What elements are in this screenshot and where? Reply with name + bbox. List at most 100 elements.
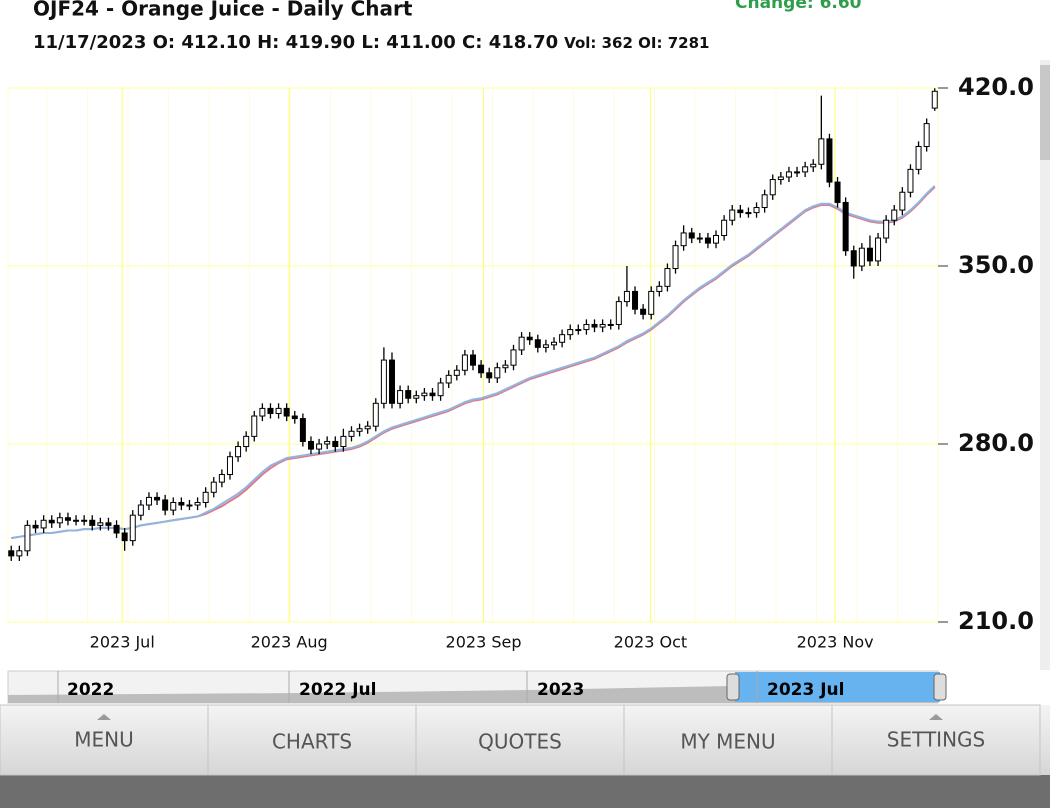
candle-body	[413, 395, 420, 399]
menu-button[interactable]	[831, 704, 1041, 776]
x-tick-label: 2023 Aug	[251, 633, 328, 652]
candle-body	[348, 430, 355, 437]
menu-arrow	[929, 714, 943, 720]
candle-body	[696, 237, 703, 240]
candle-body	[97, 522, 104, 526]
candle-body	[137, 504, 144, 516]
candle-body	[421, 392, 428, 397]
candle-body	[397, 390, 404, 404]
candle-body	[826, 138, 833, 183]
candle-body	[81, 519, 88, 522]
candle-body	[518, 336, 525, 351]
candle-body	[510, 349, 517, 366]
menu-label[interactable]: QUOTES	[478, 730, 562, 754]
menu-bar	[0, 705, 1050, 775]
candle-body	[226, 456, 233, 476]
candle-body	[380, 359, 387, 404]
candle-body	[486, 372, 493, 379]
menu-label[interactable]: MY MENU	[680, 730, 775, 754]
candle-body	[526, 336, 533, 341]
candle-body	[364, 425, 371, 430]
candle-body	[324, 440, 331, 445]
candle-body	[648, 290, 655, 315]
candle-body	[316, 443, 323, 450]
candle-body	[923, 123, 930, 147]
candle-body	[915, 145, 922, 170]
candle-body	[899, 191, 906, 211]
candle-body	[299, 418, 306, 442]
candle-body	[858, 247, 865, 267]
candle-body	[769, 179, 776, 196]
candle-body	[243, 435, 250, 448]
candle-body	[745, 212, 752, 215]
scrollbar[interactable]	[1040, 60, 1050, 670]
candle-body	[356, 428, 363, 432]
candle-body	[453, 369, 460, 376]
candle-body	[16, 550, 23, 557]
navigator-label: 2023 Jul	[767, 680, 845, 700]
candle-body	[875, 237, 882, 262]
candle-body	[202, 491, 209, 503]
candle-body	[48, 519, 55, 524]
navigator-label: 2022	[67, 680, 114, 700]
candle-body	[259, 407, 266, 417]
candle-body	[267, 407, 274, 414]
candle-body	[753, 207, 760, 214]
navigator-handle[interactable]	[726, 673, 740, 701]
candle-body	[688, 232, 695, 239]
candle-body	[794, 171, 801, 174]
x-tick-label: 2023 Nov	[797, 633, 874, 652]
volume: Vol: 362 OI: 7281	[564, 34, 709, 52]
candle-body	[567, 329, 574, 336]
candle-body	[186, 504, 193, 507]
candle-body	[664, 268, 671, 287]
candle-body	[178, 501, 185, 506]
candle-body	[615, 301, 622, 325]
candle-body	[218, 474, 225, 483]
candle-body	[478, 364, 485, 374]
scroll-thumb[interactable]	[1040, 65, 1050, 160]
change: Change: 6.60	[735, 0, 862, 13]
candle-body	[810, 163, 817, 168]
candle-body	[307, 440, 314, 450]
candle-body	[704, 237, 711, 244]
candle-body	[405, 390, 412, 399]
candle-body	[170, 501, 177, 511]
candle-body	[785, 171, 792, 178]
candle-body	[818, 138, 825, 165]
moving-average	[11, 185, 936, 540]
menu-label[interactable]: MENU	[74, 728, 134, 752]
candle-body	[372, 402, 379, 427]
candle-body	[24, 524, 31, 552]
menu-label[interactable]: CHARTS	[272, 730, 352, 754]
y-tick-label: 280.0	[958, 429, 1034, 457]
candle-body	[842, 201, 849, 252]
x-tick-label: 2023 Sep	[446, 633, 522, 652]
candle-body	[251, 415, 258, 437]
candle-body	[542, 344, 549, 348]
candle-body	[907, 168, 914, 193]
candle-body	[388, 359, 395, 404]
x-tick-label: 2023 Jul	[90, 633, 155, 652]
menu-label[interactable]: SETTINGS	[887, 728, 985, 752]
candle-body	[632, 290, 639, 310]
candle-body	[721, 219, 728, 236]
candle-body	[834, 181, 841, 203]
navigator-handle[interactable]	[933, 673, 947, 701]
bottom-bar	[0, 775, 1050, 808]
navigator-selection[interactable]	[735, 672, 940, 702]
candle-body	[583, 323, 590, 331]
candle-body	[494, 367, 501, 379]
candle-body	[275, 407, 282, 414]
weekly-grid	[46, 88, 898, 622]
candle-body	[429, 392, 436, 397]
candle-body	[575, 329, 582, 332]
candle-body	[445, 374, 452, 384]
candle-body	[121, 532, 128, 542]
menu-arrow	[97, 714, 111, 720]
candle-body	[89, 519, 96, 526]
candle-body	[162, 499, 169, 511]
candle-body	[40, 519, 47, 529]
candle-body	[931, 90, 938, 109]
